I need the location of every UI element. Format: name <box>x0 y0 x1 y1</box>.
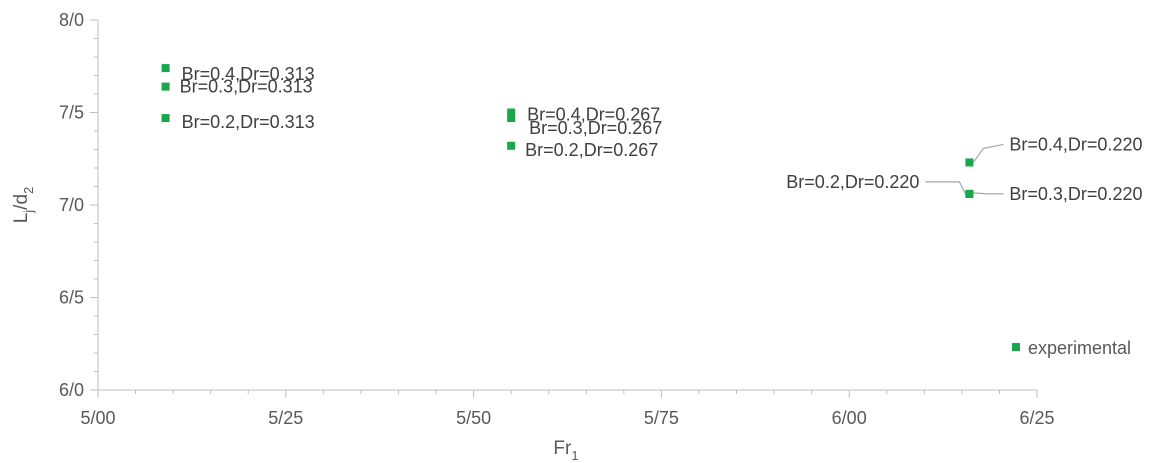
data-point <box>507 114 516 123</box>
leader-line <box>973 192 1004 195</box>
legend-marker <box>1012 343 1020 351</box>
data-point <box>965 158 974 167</box>
data-point <box>161 82 170 91</box>
legend-label: experimental <box>1028 338 1131 358</box>
y-axis-title: Lj/d2 <box>11 187 36 224</box>
y-tick-label: 6/0 <box>59 380 84 400</box>
data-point <box>161 114 170 123</box>
data-point <box>965 189 974 198</box>
data-points <box>161 64 974 198</box>
point-label: Br=0.4,Dr=0.313 <box>182 64 315 84</box>
y-tick-label: 8/0 <box>59 10 84 30</box>
point-label: Br=0.2,Dr=0.313 <box>182 112 315 132</box>
point-label: Br=0.3,Dr=0.313 <box>180 77 313 97</box>
y-axis-title-mid: /d <box>11 194 32 210</box>
x-axis-title: Fr1 <box>553 438 578 463</box>
x-axis-title-main: Fr <box>553 438 572 459</box>
point-label: Br=0.4,Dr=0.267 <box>527 105 660 125</box>
y-axis-title-sub1: j <box>21 210 36 214</box>
leader-line <box>925 181 966 195</box>
x-tick-label: 5/75 <box>644 408 679 428</box>
point-label: Br=0.4,Dr=0.220 <box>1009 134 1142 154</box>
legend: experimental <box>1012 338 1131 358</box>
tick-labels: 6/0 6/5 7/0 7/5 8/0 5/00 5/25 5/50 5/75 6/00 6/25 <box>59 10 1055 428</box>
y-tick-label: 7/5 <box>59 103 84 123</box>
y-axis-title-sub2: 2 <box>21 187 36 194</box>
data-point <box>507 141 516 150</box>
leader-line <box>972 143 1004 163</box>
y-axis-title-main: L <box>11 213 32 224</box>
x-tick-label: 5/50 <box>456 408 491 428</box>
point-label: Br=0.2,Dr=0.220 <box>786 172 919 192</box>
point-label: Br=0.2,Dr=0.267 <box>525 140 658 160</box>
data-point <box>161 64 170 73</box>
leader-lines <box>925 143 1004 195</box>
x-tick-label: 6/00 <box>832 408 867 428</box>
x-tick-label: 5/25 <box>268 408 303 428</box>
axes <box>90 19 1038 398</box>
point-label: Br=0.3,Dr=0.267 <box>529 118 662 138</box>
x-tick-label: 5/00 <box>80 408 115 428</box>
x-axis-title-sub: 1 <box>571 448 578 463</box>
point-label: Br=0.3,Dr=0.220 <box>1009 184 1142 204</box>
data-point <box>507 108 516 117</box>
y-tick-label: 7/0 <box>59 195 84 215</box>
y-tick-label: 6/5 <box>59 288 84 308</box>
x-tick-label: 6/25 <box>1019 408 1054 428</box>
